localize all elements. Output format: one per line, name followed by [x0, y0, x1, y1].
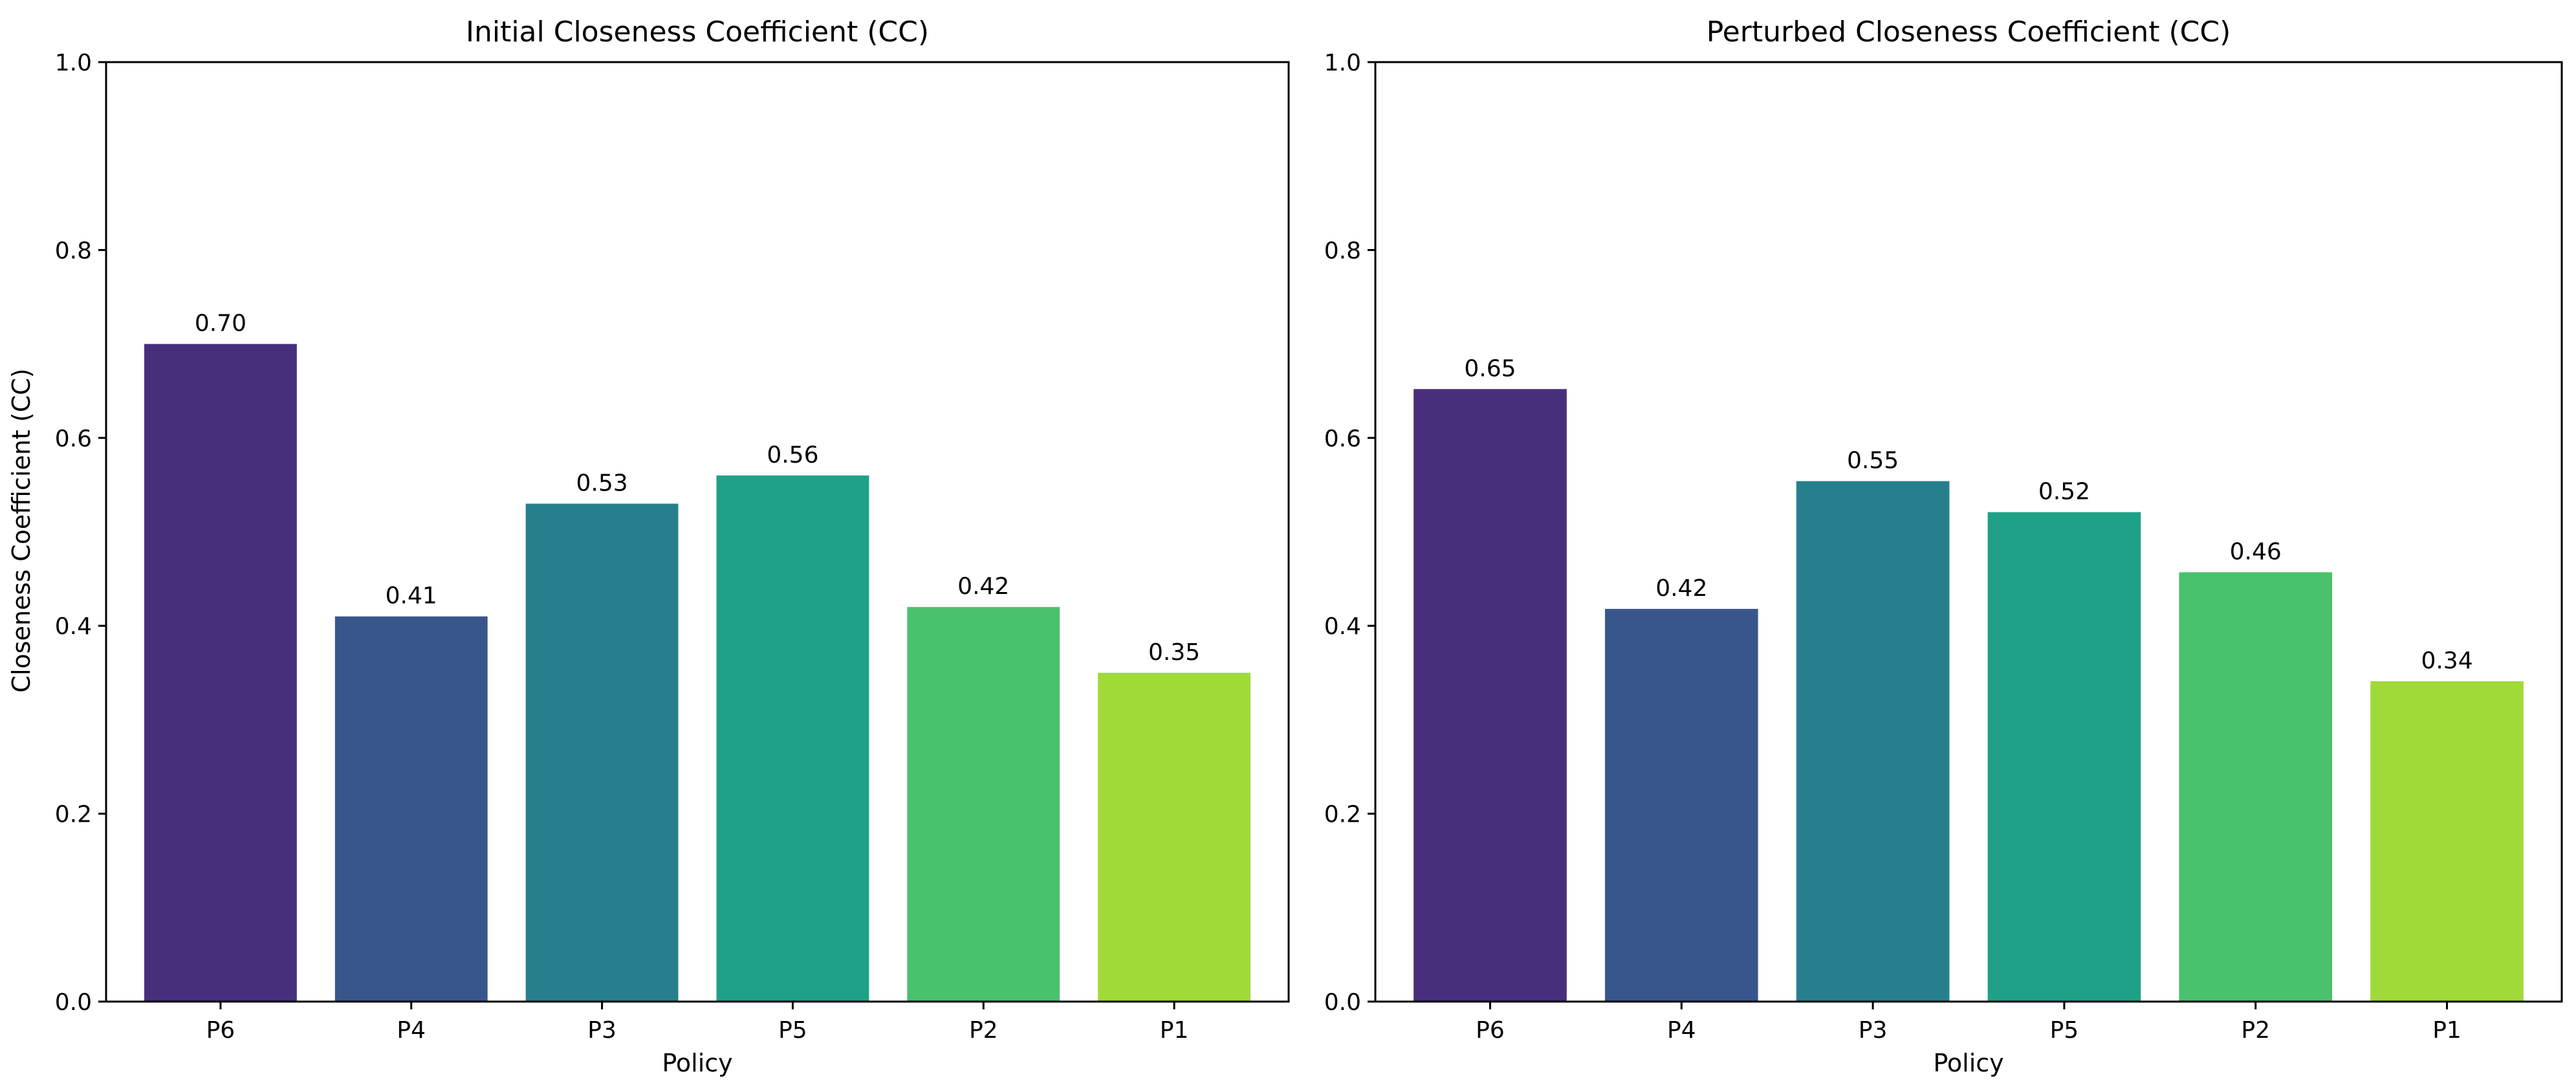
y-tick-label: 0.4: [1324, 613, 1361, 640]
bar-p2: [907, 607, 1060, 1002]
y-tick-label: 0.2: [1324, 802, 1361, 828]
value-label: 0.52: [2038, 479, 2090, 505]
x-axis-label: Policy: [662, 1049, 732, 1077]
bar-p2: [2179, 572, 2333, 1002]
bar-p6: [1414, 389, 1567, 1002]
bar-p4: [1604, 609, 1758, 1002]
bar-p4: [334, 616, 488, 1002]
y-tick-label: 0.6: [55, 426, 92, 452]
x-tick-label: P1: [1160, 1017, 1189, 1044]
y-tick-label: 0.0: [55, 989, 92, 1016]
value-label: 0.41: [386, 583, 437, 609]
bar-p5: [716, 475, 869, 1002]
plot-frame: [1374, 61, 2563, 1003]
x-tick-label: P5: [2050, 1017, 2079, 1044]
bars: 0.65 0.42 0.55 0.52 0.46 0.34: [1414, 355, 2524, 1002]
x-ticks: P6 P4 P3 P5 P2 P1: [206, 1002, 1189, 1044]
x-axis-label: Policy: [1933, 1049, 2003, 1077]
chart-title: Perturbed Closeness Coefficient (CC): [1707, 16, 2231, 49]
value-label: 0.70: [195, 311, 246, 337]
value-label: 0.53: [576, 470, 628, 496]
value-label: 0.35: [1148, 639, 1200, 666]
bar-p1: [2370, 681, 2524, 1002]
value-label: 0.55: [1847, 448, 1899, 474]
bar-p3: [1796, 481, 1950, 1002]
x-tick-label: P3: [587, 1017, 617, 1044]
value-label: 0.46: [2230, 538, 2282, 565]
y-ticks: 0.0 0.2 0.4 0.6 0.8 1.0: [1324, 50, 1375, 1016]
y-axis-label: Closeness Coefficient (CC): [7, 368, 36, 692]
value-label: 0.56: [767, 442, 818, 468]
x-tick-label: P6: [1476, 1017, 1505, 1044]
bar-p1: [1098, 672, 1251, 1002]
y-tick-label: 0.6: [1324, 426, 1361, 452]
x-tick-label: P1: [2432, 1017, 2461, 1044]
bar-p5: [1987, 512, 2141, 1002]
x-tick-label: P6: [206, 1017, 235, 1044]
y-ticks: 0.0 0.2 0.4 0.6 0.8 1.0: [55, 50, 106, 1016]
bar-p3: [525, 503, 679, 1002]
x-ticks: P6 P4 P3 P5 P2 P1: [1476, 1002, 2461, 1044]
chart-title: Initial Closeness Coefficient (CC): [466, 16, 929, 49]
y-tick-label: 0.0: [1324, 989, 1361, 1016]
y-tick-label: 0.8: [55, 237, 92, 264]
x-tick-label: P4: [397, 1017, 426, 1044]
x-tick-label: P2: [969, 1017, 998, 1044]
y-tick-label: 0.2: [55, 802, 92, 828]
y-tick-label: 1.0: [1324, 50, 1361, 76]
y-tick-label: 0.4: [55, 613, 92, 640]
value-label: 0.34: [2421, 648, 2472, 674]
chart-initial-cc: Initial Closeness Coefficient (CC) Close…: [7, 16, 1290, 1077]
x-tick-label: P2: [2241, 1017, 2270, 1044]
value-label: 0.42: [957, 573, 1009, 600]
bar-p6: [144, 344, 297, 1002]
value-label: 0.65: [1464, 355, 1516, 382]
bars: 0.70 0.41 0.53 0.56 0.42 0.35: [144, 311, 1251, 1002]
plot-frame: [105, 61, 1290, 1003]
x-tick-label: P4: [1667, 1017, 1696, 1044]
x-tick-label: P5: [778, 1017, 807, 1044]
chart-perturbed-cc: Perturbed Closeness Coefficient (CC) Pol…: [1324, 16, 2563, 1077]
value-label: 0.42: [1655, 575, 1707, 602]
y-tick-label: 1.0: [55, 50, 92, 76]
x-tick-label: P3: [1859, 1017, 1888, 1044]
y-tick-label: 0.8: [1324, 237, 1361, 264]
